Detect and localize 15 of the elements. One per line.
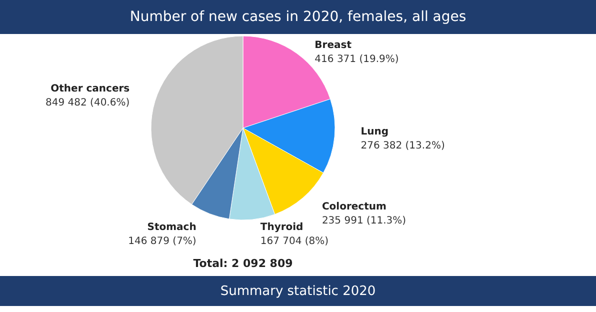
- slice-label: Stomach: [147, 222, 196, 233]
- text: Summary statistic 2020: [220, 284, 376, 299]
- data-label: 276 382 (13.2%): [360, 140, 445, 152]
- slice-label: Other cancers: [50, 83, 130, 94]
- chart-title: Number of new cases in 2020, females, all ages: [130, 9, 466, 25]
- data-label: 416 371 (19.9%): [314, 54, 399, 65]
- text: Total: 2 092 809: [193, 257, 293, 270]
- slice-label: Colorectum: [322, 201, 386, 212]
- slice-label: Lung: [360, 126, 389, 138]
- slice-label: Breast: [314, 40, 352, 51]
- data-label: 167 704 (8%): [260, 236, 329, 247]
- slice-label: Thyroid: [260, 222, 304, 233]
- data-label: 235 991 (11.3%): [322, 215, 406, 226]
- data-label: 146 879 (7%): [128, 236, 196, 247]
- data-label: 849 482 (40.6%): [46, 97, 130, 108]
